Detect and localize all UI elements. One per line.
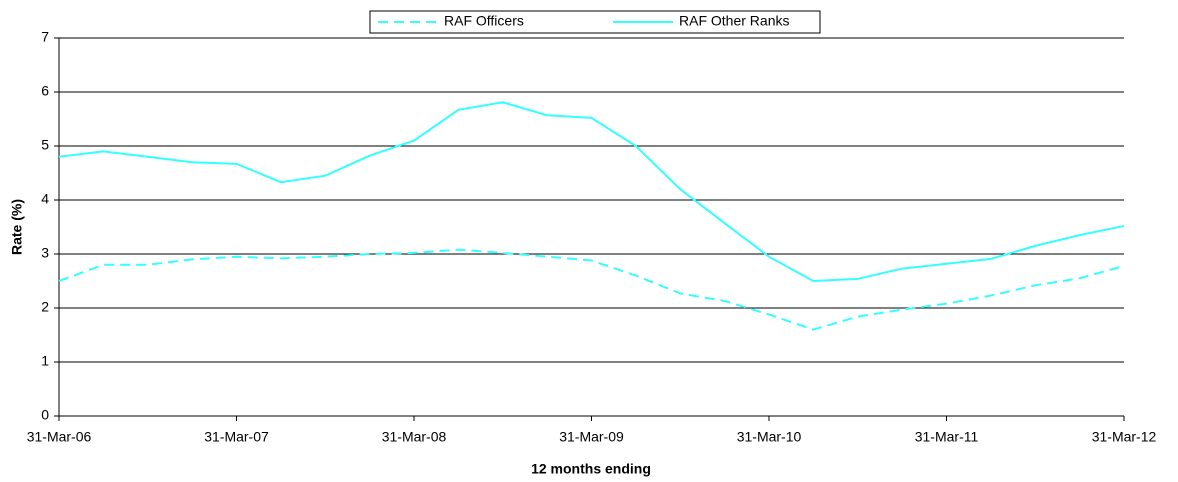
y-tick-label: 4 [41,191,49,207]
legend-label: RAF Other Ranks [679,13,789,29]
y-tick-label: 5 [41,137,49,153]
legend-label: RAF Officers [444,13,524,29]
x-tick-label: 31-Mar-10 [737,429,802,445]
y-tick-label: 3 [41,245,49,261]
series-line [58,101,1125,283]
legend-box [369,10,821,34]
series-line [58,248,1125,331]
y-tick-label: 1 [41,353,49,369]
x-tick-label: 31-Mar-07 [204,429,269,445]
y-axis-label: Rate (%) [9,199,25,255]
x-tick-label: 31-Mar-09 [559,429,624,445]
x-tick-label: 31-Mar-11 [915,429,979,445]
y-tick-label: 6 [41,83,49,99]
x-tick-label: 31-Mar-12 [1092,429,1157,445]
y-tick-label: 0 [41,407,49,423]
x-axis-label: 12 months ending [531,461,651,477]
y-tick-label: 2 [41,299,49,315]
y-tick-label: 7 [41,29,49,45]
x-tick-label: 31-Mar-08 [382,429,447,445]
x-tick-label: 31-Mar-06 [27,429,92,445]
